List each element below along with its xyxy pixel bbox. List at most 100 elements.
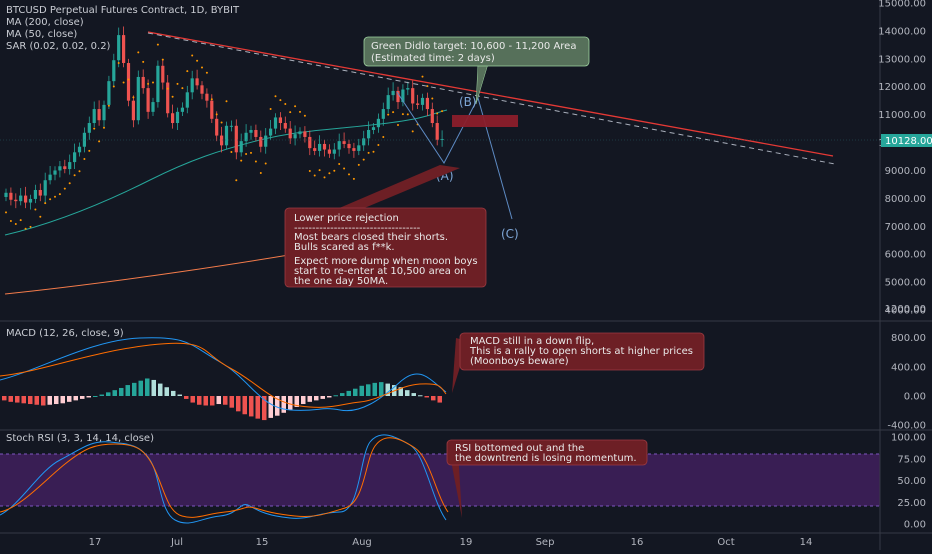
sar-dot [5,211,7,214]
sar-dot [323,176,326,179]
sar-dot [63,187,66,190]
candle-body [229,125,233,127]
time-tick-label: 14 [800,537,813,548]
rejection-line5: Expect more dump when moon boys [294,256,478,267]
macd-signal-line [0,342,447,408]
time-tick-label: 16 [631,537,644,548]
sar-dot [166,87,169,90]
candle-body [4,192,8,197]
price-tick-label: 6000.00 [885,250,926,261]
sar-dot [156,43,159,46]
candle-body [298,131,302,135]
candle-body [77,146,82,153]
candle-body [102,104,106,121]
time-axis[interactable]: 17 Jul 15 Aug 19 Sep 16 Oct 14 [89,537,813,548]
candle-body [9,192,13,200]
macd-bar [2,396,7,401]
stoch-rsi-d-line [0,437,449,518]
sar-dot [352,177,355,180]
candle-body [327,149,331,154]
macd-bar [8,396,13,402]
legend-stoch-rsi[interactable]: Stoch RSI (3, 3, 14, 14, close) [6,433,154,444]
macd-bar [249,396,254,417]
candle-body [122,35,126,64]
wave-path[interactable] [396,91,513,220]
sar-dot [88,149,91,152]
callout-target[interactable]: Green Didlo target: 10,600 - 11,200 Area… [363,36,590,105]
candle-body [14,199,18,202]
sar-dot [441,110,444,113]
candle-body [352,148,356,151]
sar-dot [294,105,297,108]
sar-dot [338,163,341,166]
rejection-line7: the one day 50MA. [294,276,388,287]
candle-body [141,76,145,89]
sar-dot [245,152,248,155]
sar-dot [436,112,439,115]
macd-line [0,337,447,412]
macd-bar [418,395,423,397]
candle-body [303,131,307,137]
macd-bar [398,387,403,396]
candle-body [308,136,312,149]
sar-dot [284,103,287,106]
rsi-note-line1: RSI bottomed out and the [455,443,584,454]
candle-body [411,88,415,104]
macd-bar [320,396,325,399]
price-tick-label: 4000.00 [885,306,926,317]
candle-body [200,85,204,94]
macd-bar [223,396,228,405]
sar-dot [122,81,125,84]
candle-body [332,149,336,154]
macd-tick-label: 400.00 [891,362,926,373]
macd-bar [333,395,338,397]
target-zone-box[interactable] [452,115,518,127]
macd-bar [119,387,124,396]
candle-body [151,102,155,112]
chart-title[interactable]: BTCUSD Perpetual Futures Contract, 1D, B… [6,5,240,16]
rsi-axis[interactable]: 100.00 75.00 50.00 25.00 0.00 [891,433,926,531]
price-tick-label: 15000.00 [878,0,926,10]
candle-body [347,143,351,149]
sar-dot [348,173,350,176]
legend-ma200[interactable]: MA (200, close) [6,17,84,28]
sar-dot [210,98,213,101]
candle-body [435,123,439,140]
candle-body [273,117,278,129]
sar-dot [308,170,311,173]
sar-dot [107,104,110,107]
macd-bar [346,390,351,396]
rsi-tick-label: 0.00 [904,520,926,531]
callout-rejection[interactable]: Lower price rejection ------------------… [284,165,487,288]
candle-body [195,78,199,86]
candle-body [234,125,238,153]
macd-bar [99,394,104,396]
sar-dot [103,126,105,129]
macd-bar [177,394,182,396]
price-axis[interactable]: 15000.00 14000.00 13000.00 12000.00 11000.00… [878,0,926,317]
candle-body [19,195,23,202]
sar-dot [147,82,150,85]
macd-axis[interactable]: 1200.00 800.00 400.00 0.00 -400.00 [885,304,926,432]
macd-bar [379,382,384,396]
candle-body [48,174,52,181]
candle-body [386,95,390,110]
legend-sar[interactable]: SAR (0.02, 0.02, 0.2) [6,41,111,52]
sar-dot [372,150,375,153]
candle-body [288,128,292,139]
sar-dot [426,85,429,88]
sar-dot [397,123,399,126]
callout-macd[interactable]: MACD still in a down flip, This is a ral… [452,332,705,393]
resistance-trendline[interactable] [147,31,834,157]
price-tick-label: 11000.00 [878,110,926,121]
macd-bar [437,396,442,403]
candle-body [28,198,33,203]
candle-body [73,152,77,163]
macd-bar [301,396,306,405]
sar-dot [68,182,71,185]
legend-ma50[interactable]: MA (50, close) [6,29,77,40]
candle-body [406,88,410,90]
time-tick-label: 15 [256,537,269,548]
callout-rsi[interactable]: RSI bottomed out and the the downtrend i… [446,439,648,518]
legend-macd[interactable]: MACD (12, 26, close, 9) [6,328,124,339]
